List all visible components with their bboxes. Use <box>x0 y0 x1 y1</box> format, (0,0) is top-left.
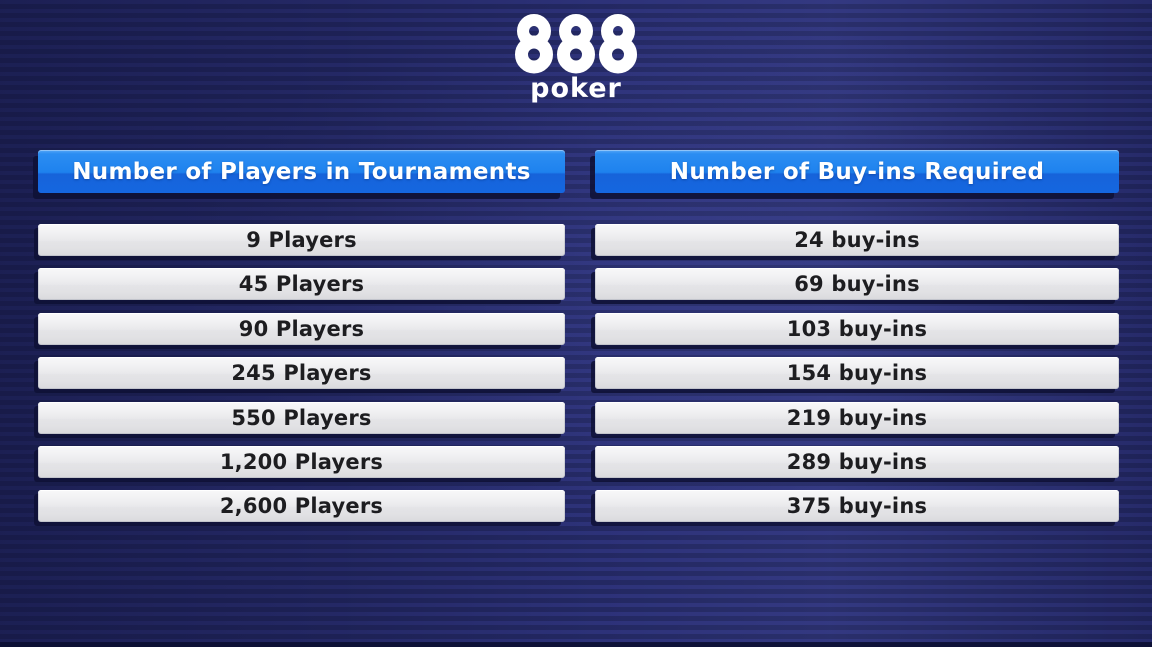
buyins-rows: 24 buy-ins 69 buy-ins 103 buy-ins 154 buy-i… <box>595 224 1119 523</box>
table-row: 9 Players <box>38 224 565 256</box>
players-column: Number of Players in Tournaments 9 Playe… <box>38 150 565 523</box>
bottom-edge-strip <box>0 642 1152 647</box>
buyins-column-header: Number of Buy-ins Required <box>595 150 1119 193</box>
buyins-column: Number of Buy-ins Required 24 buy-ins 69 … <box>595 150 1119 523</box>
row-label: 219 buy-ins <box>786 405 928 430</box>
players-column-header: Number of Players in Tournaments <box>38 150 565 193</box>
table-row: 24 buy-ins <box>595 224 1119 256</box>
table-row: 1,200 Players <box>38 445 565 478</box>
row-label: 103 buy-ins <box>786 316 928 341</box>
brand-logo: poker <box>513 14 639 102</box>
players-rows: 9 Players 45 Players 90 Players 245 Players… <box>38 224 565 523</box>
logo-poker-wordmark: poker <box>530 73 622 104</box>
table-row: 2,600 Players <box>38 490 565 523</box>
table-row: 45 Players <box>38 268 565 301</box>
row-label: 245 Players <box>231 361 372 386</box>
table-row: 550 Players <box>38 401 565 434</box>
table-row: 69 buy-ins <box>595 268 1119 301</box>
table-row: 219 buy-ins <box>595 401 1119 434</box>
row-label: 90 Players <box>238 316 365 341</box>
row-label: 1,200 Players <box>219 449 384 474</box>
table-row: 154 buy-ins <box>595 357 1119 390</box>
table-row: 289 buy-ins <box>595 445 1119 478</box>
table-row: 90 Players <box>38 312 565 345</box>
row-label: 45 Players <box>238 272 365 297</box>
row-label: 375 buy-ins <box>786 494 928 519</box>
row-label: 9 Players <box>246 228 357 252</box>
table-row: 375 buy-ins <box>595 490 1119 523</box>
row-label: 289 buy-ins <box>786 449 928 474</box>
logo-888-icon <box>515 14 637 74</box>
row-label: 2,600 Players <box>219 494 384 519</box>
table-row: 245 Players <box>38 357 565 390</box>
table-row: 103 buy-ins <box>595 312 1119 345</box>
row-label: 69 buy-ins <box>794 272 920 297</box>
row-label: 550 Players <box>231 405 372 430</box>
row-label: 24 buy-ins <box>794 228 920 252</box>
row-label: 154 buy-ins <box>786 361 928 386</box>
